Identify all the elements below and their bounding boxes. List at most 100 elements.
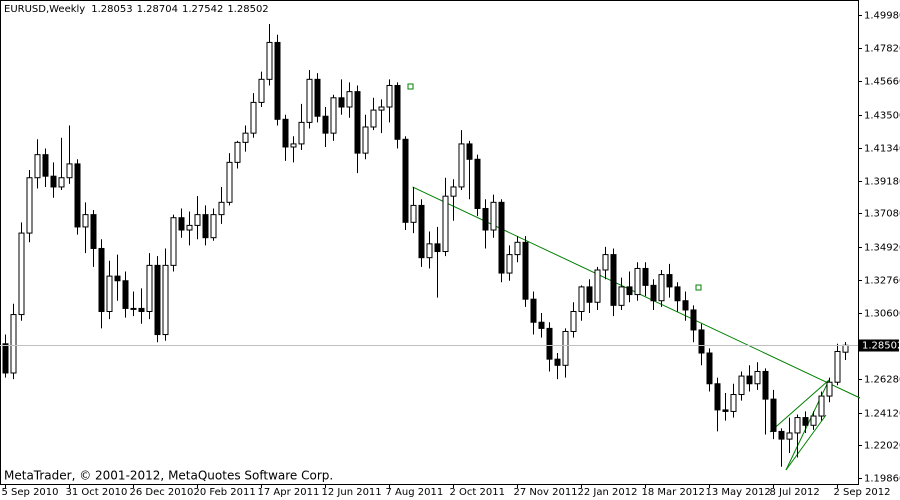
candle-body (762, 370, 769, 400)
candle-body (538, 321, 545, 329)
candle-body (738, 375, 745, 396)
candle-body (282, 118, 289, 148)
x-tick-label: 31 Oct 2010 (66, 487, 128, 498)
candle-body (394, 84, 401, 140)
candle-body (522, 241, 529, 300)
candle-body (618, 286, 625, 306)
candle-body (90, 214, 97, 249)
candle-body (74, 163, 81, 228)
candle-body (274, 41, 281, 120)
candle-body (666, 274, 673, 288)
x-tick-label: 13 May 2012 (706, 487, 771, 498)
candle-body (354, 91, 361, 154)
candle-body (50, 175, 57, 188)
candle-body (82, 214, 89, 228)
candle-body (58, 177, 65, 188)
candle-body (114, 275, 121, 282)
candle-body (690, 309, 697, 331)
candle-body (322, 115, 329, 134)
candle-body (770, 398, 777, 432)
header-open: 1.28053 (91, 4, 132, 15)
trend-anchor (407, 83, 414, 90)
candle-body (610, 254, 617, 306)
candle-body (826, 381, 833, 397)
candle-body (490, 201, 497, 231)
candle-body (458, 143, 465, 188)
y-tick-label: 1.39180 (864, 177, 900, 188)
candle-body (434, 243, 441, 253)
candle-body (162, 264, 169, 336)
candle-body (386, 84, 393, 108)
candle-body (658, 274, 665, 302)
candle-body (258, 78, 265, 103)
header: EURUSD,Weekly 1.28053 1.28704 1.27542 1.2850… (4, 4, 269, 15)
candle-body (482, 207, 489, 231)
candle-body (66, 163, 73, 179)
x-tick-label: 20 Feb 2011 (194, 487, 256, 498)
y-tick-label: 1.30600 (864, 309, 900, 320)
plot-frame (0, 0, 859, 485)
candle-body (2, 343, 9, 374)
candle-body (562, 330, 569, 366)
candle-body (234, 141, 241, 163)
candle-body (298, 121, 305, 145)
candle-body (130, 307, 137, 310)
candle-body (754, 370, 761, 385)
candle-body (346, 91, 353, 108)
x-tick-label: 18 Mar 2012 (642, 487, 705, 498)
y-tick-label: 1.43500 (864, 111, 900, 122)
candle-body (170, 217, 177, 266)
channel-line (785, 414, 827, 471)
candle-body (698, 329, 705, 354)
y-tick-label: 1.22020 (864, 441, 900, 452)
y-tick-label: 1.19860 (864, 474, 900, 485)
candle-body (26, 177, 33, 234)
y-tick-label: 1.47820 (864, 44, 900, 55)
candle-body (810, 415, 817, 426)
candle-body (786, 432, 793, 440)
candle-body (650, 284, 657, 302)
x-tick-label: 5 Sep 2010 (2, 487, 59, 498)
x-tick-label: 12 Jun 2011 (322, 487, 382, 498)
candle-body (362, 126, 369, 154)
candle-body (586, 286, 593, 303)
candle-body (42, 154, 49, 177)
candle-body (370, 109, 377, 128)
candle-body (98, 247, 105, 312)
candle-body (506, 254, 513, 274)
last-price-label: 1.28502 (862, 341, 900, 352)
candle-body (194, 214, 201, 226)
candle-body (402, 138, 409, 223)
candle-body (290, 143, 297, 148)
y-tick-label: 1.49980 (864, 11, 900, 22)
header-close: 1.28502 (227, 4, 268, 15)
candle-body (266, 41, 273, 80)
watermark: MetaTrader, © 2001-2012, MetaQuotes Soft… (4, 469, 333, 483)
channel-line (769, 379, 830, 433)
header-high: 1.28704 (137, 4, 178, 15)
trend-anchor (695, 284, 702, 291)
candle-body (186, 224, 193, 231)
x-tick-label: 2 Oct 2011 (450, 487, 505, 498)
candle-body (794, 417, 801, 434)
candle-body (314, 78, 321, 117)
candle-body (426, 243, 433, 259)
y-tick-label: 1.41340 (864, 144, 900, 155)
candle-body (498, 201, 505, 274)
y-tick-label: 1.26280 (864, 375, 900, 386)
candle-body (122, 280, 129, 309)
candle-body (250, 101, 257, 134)
candle-body (842, 344, 849, 353)
candle-body (210, 214, 217, 239)
candle-body (378, 106, 385, 111)
candle-body (410, 204, 417, 223)
candle-body (202, 214, 209, 239)
candle-body (602, 254, 609, 271)
y-tick-label: 1.45660 (864, 77, 900, 88)
candle-body (178, 217, 185, 231)
candle-body (218, 201, 225, 216)
y-tick-label: 1.37080 (864, 209, 900, 220)
candle-body (106, 275, 113, 312)
x-tick-label: 27 Nov 2011 (514, 487, 578, 498)
